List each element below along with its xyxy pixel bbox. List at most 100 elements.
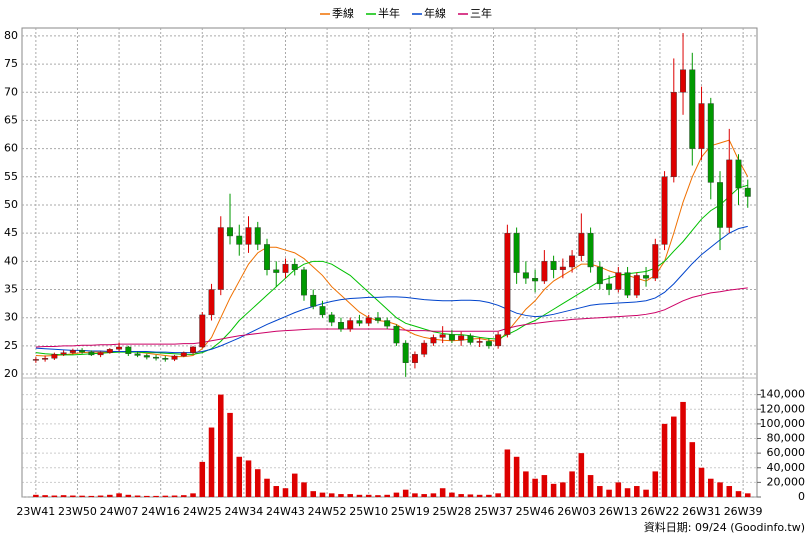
candle-body [541,261,548,282]
volume-bar [338,494,344,497]
volume-bar [578,453,585,497]
volume-bar [319,492,326,497]
candle-body [735,159,742,189]
volume-bar [88,495,95,497]
volume-bar [744,493,751,497]
candle-body [143,355,150,358]
volume-bar [671,416,677,497]
volume-bar [458,494,464,497]
volume-bar [236,456,243,497]
volume-bar [513,456,520,497]
y-tick-label: 20 [4,367,18,380]
volume-bar [171,495,178,497]
candle-body [254,227,261,245]
candle-body [69,350,76,353]
candle-body [171,355,178,360]
volume-bar [97,495,104,497]
candle-body [615,272,622,290]
candle-body [60,352,67,355]
x-tick-label: 24W43 [266,505,305,518]
volume-bar [79,495,85,497]
candle-body [670,92,677,177]
legend-label: 季線 [332,6,354,20]
candle-body [180,352,187,357]
y-tick-label: 80 [4,29,18,42]
volume-bar [301,482,307,497]
y2-tick-label: 0 [798,490,805,503]
x-tick-label: 24W25 [183,505,222,518]
volume-bar [523,471,529,497]
volume-bar [70,495,76,497]
volume-bar [51,495,58,497]
x-tick-label: 24W34 [224,505,263,518]
candle-body [328,314,335,323]
volume-bar [254,469,261,497]
volume-bar [273,486,280,497]
y2-tick-label: 80,000 [767,432,806,445]
candle-body [374,317,381,321]
candle-body [199,314,206,348]
volume-bar [208,427,215,497]
candle-body [356,320,363,324]
volume-bar [624,488,631,497]
volume-bar [310,491,316,497]
volume-bar [532,478,538,497]
volume-bar [162,495,169,497]
candle-body [245,227,252,245]
volume-bar [634,486,640,497]
volume-bar [615,482,622,497]
volume-bar [661,423,668,497]
volume-bar [328,493,335,497]
y-tick-label: 70 [4,85,18,98]
candle-body [744,187,751,197]
x-tick-label: 25W46 [516,505,555,518]
volume-bar [393,492,400,497]
footnote: 資料日期: 09/24 (Goodinfo.tw) [644,520,805,534]
candle-body [495,334,502,347]
candle-body [726,159,733,228]
candle-body [42,358,49,360]
volume-bar [643,489,649,497]
candle-body [522,272,529,279]
candle-body [467,335,474,343]
volume-bar [504,449,511,497]
candle-body [476,341,483,343]
ma-line [35,225,748,354]
candle-body [624,272,631,296]
x-tick-label: 26W22 [640,505,679,518]
y2-tick-label: 20,000 [767,475,806,488]
volume-bar [698,467,705,497]
candle-body [97,352,104,356]
volume-bar [42,495,48,497]
candle-body [587,232,594,268]
ma-line [35,287,748,348]
x-tick-label: 24W16 [141,505,180,518]
candle-body [439,334,446,338]
y2-tick-label: 140,000 [760,388,806,401]
candle-body [310,294,317,307]
candle-body [421,342,428,355]
candle-body [264,244,270,270]
candle-body [606,283,613,290]
candle-body [162,358,169,360]
candle-body [384,320,391,327]
volume-bar [430,493,437,497]
candle-body [236,235,243,245]
candle-body [190,346,197,353]
volume-bar [181,495,187,497]
candle-body [365,317,372,324]
legend-label: 年線 [424,6,446,20]
candle-body [430,337,437,344]
volume-bar [199,461,206,497]
x-tick-label: 23W50 [58,505,97,518]
y-tick-label: 25 [4,339,18,352]
y-tick-label: 55 [4,170,18,183]
legend-label: 半年 [378,6,400,20]
volume-bar [33,494,39,497]
candle-body [485,341,492,347]
x-tick-label: 26W13 [599,505,638,518]
x-tick-label: 24W52 [308,505,347,518]
candle-body [698,103,705,149]
candle-body [559,266,566,270]
volume-bar [125,494,132,497]
